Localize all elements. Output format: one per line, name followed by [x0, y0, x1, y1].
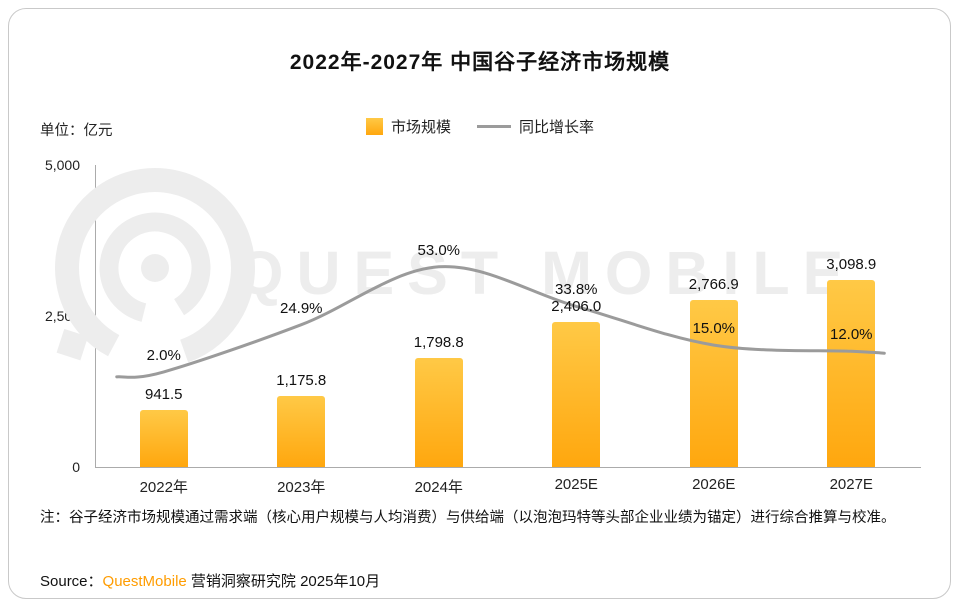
bar-2022年 [140, 410, 188, 467]
growth-rate-label: 33.8% [555, 281, 598, 298]
growth-rate-label: 15.0% [692, 320, 735, 337]
growth-rate-label: 12.0% [830, 326, 873, 343]
growth-rate-label: 24.9% [280, 300, 323, 317]
bar-2023年 [277, 396, 325, 467]
x-axis-line [95, 467, 921, 468]
y-tick-0: 0 [16, 459, 80, 475]
source-brand: QuestMobile [103, 573, 187, 590]
source-line: Source：QuestMobile 营销洞察研究院 2025年10月 [40, 570, 380, 591]
bar-value-label: 2,766.9 [689, 276, 739, 293]
watermark-text: QUEST MOBILE [236, 238, 856, 308]
bar-2027E [827, 280, 875, 467]
bar-series-label: 市场规模 [391, 116, 451, 137]
growth-rate-label: 53.0% [417, 242, 460, 259]
y-tick-2500: 2,500 [16, 308, 80, 324]
x-axis-label: 2024年 [415, 476, 463, 497]
bar-2025E [552, 322, 600, 467]
x-axis-label: 2026E [692, 476, 735, 493]
bar-2026E [690, 300, 738, 467]
bar-value-label: 1,175.8 [276, 372, 326, 389]
source-prefix: Source： [40, 573, 103, 590]
bar-value-label: 2,406.0 [551, 298, 601, 315]
growth-rate-label: 2.0% [147, 347, 181, 364]
source-suffix: 营销洞察研究院 2025年10月 [187, 573, 380, 590]
footnote: 注：谷子经济市场规模通过需求端（核心用户规模与人均消费）与供给端（以泡泡玛特等头… [40, 507, 934, 531]
bar-value-label: 941.5 [145, 386, 183, 403]
y-axis-line [95, 165, 96, 468]
line-series-swatch [477, 125, 511, 128]
bar-value-label: 3,098.9 [826, 256, 876, 273]
bar-value-label: 1,798.8 [414, 334, 464, 351]
growth-rate-path [117, 267, 885, 378]
x-axis-label: 2023年 [277, 476, 325, 497]
line-series-label: 同比增长率 [519, 116, 594, 137]
x-axis-label: 2025E [555, 476, 598, 493]
x-axis-label: 2022年 [140, 476, 188, 497]
chart-title: 2022年-2027年 中国谷子经济市场规模 [0, 46, 960, 76]
x-axis-label: 2027E [830, 476, 873, 493]
legend: 市场规模 同比增长率 [0, 116, 960, 137]
bar-series-swatch [366, 118, 383, 135]
y-tick-5000: 5,000 [16, 157, 80, 173]
bar-2024年 [415, 358, 463, 467]
